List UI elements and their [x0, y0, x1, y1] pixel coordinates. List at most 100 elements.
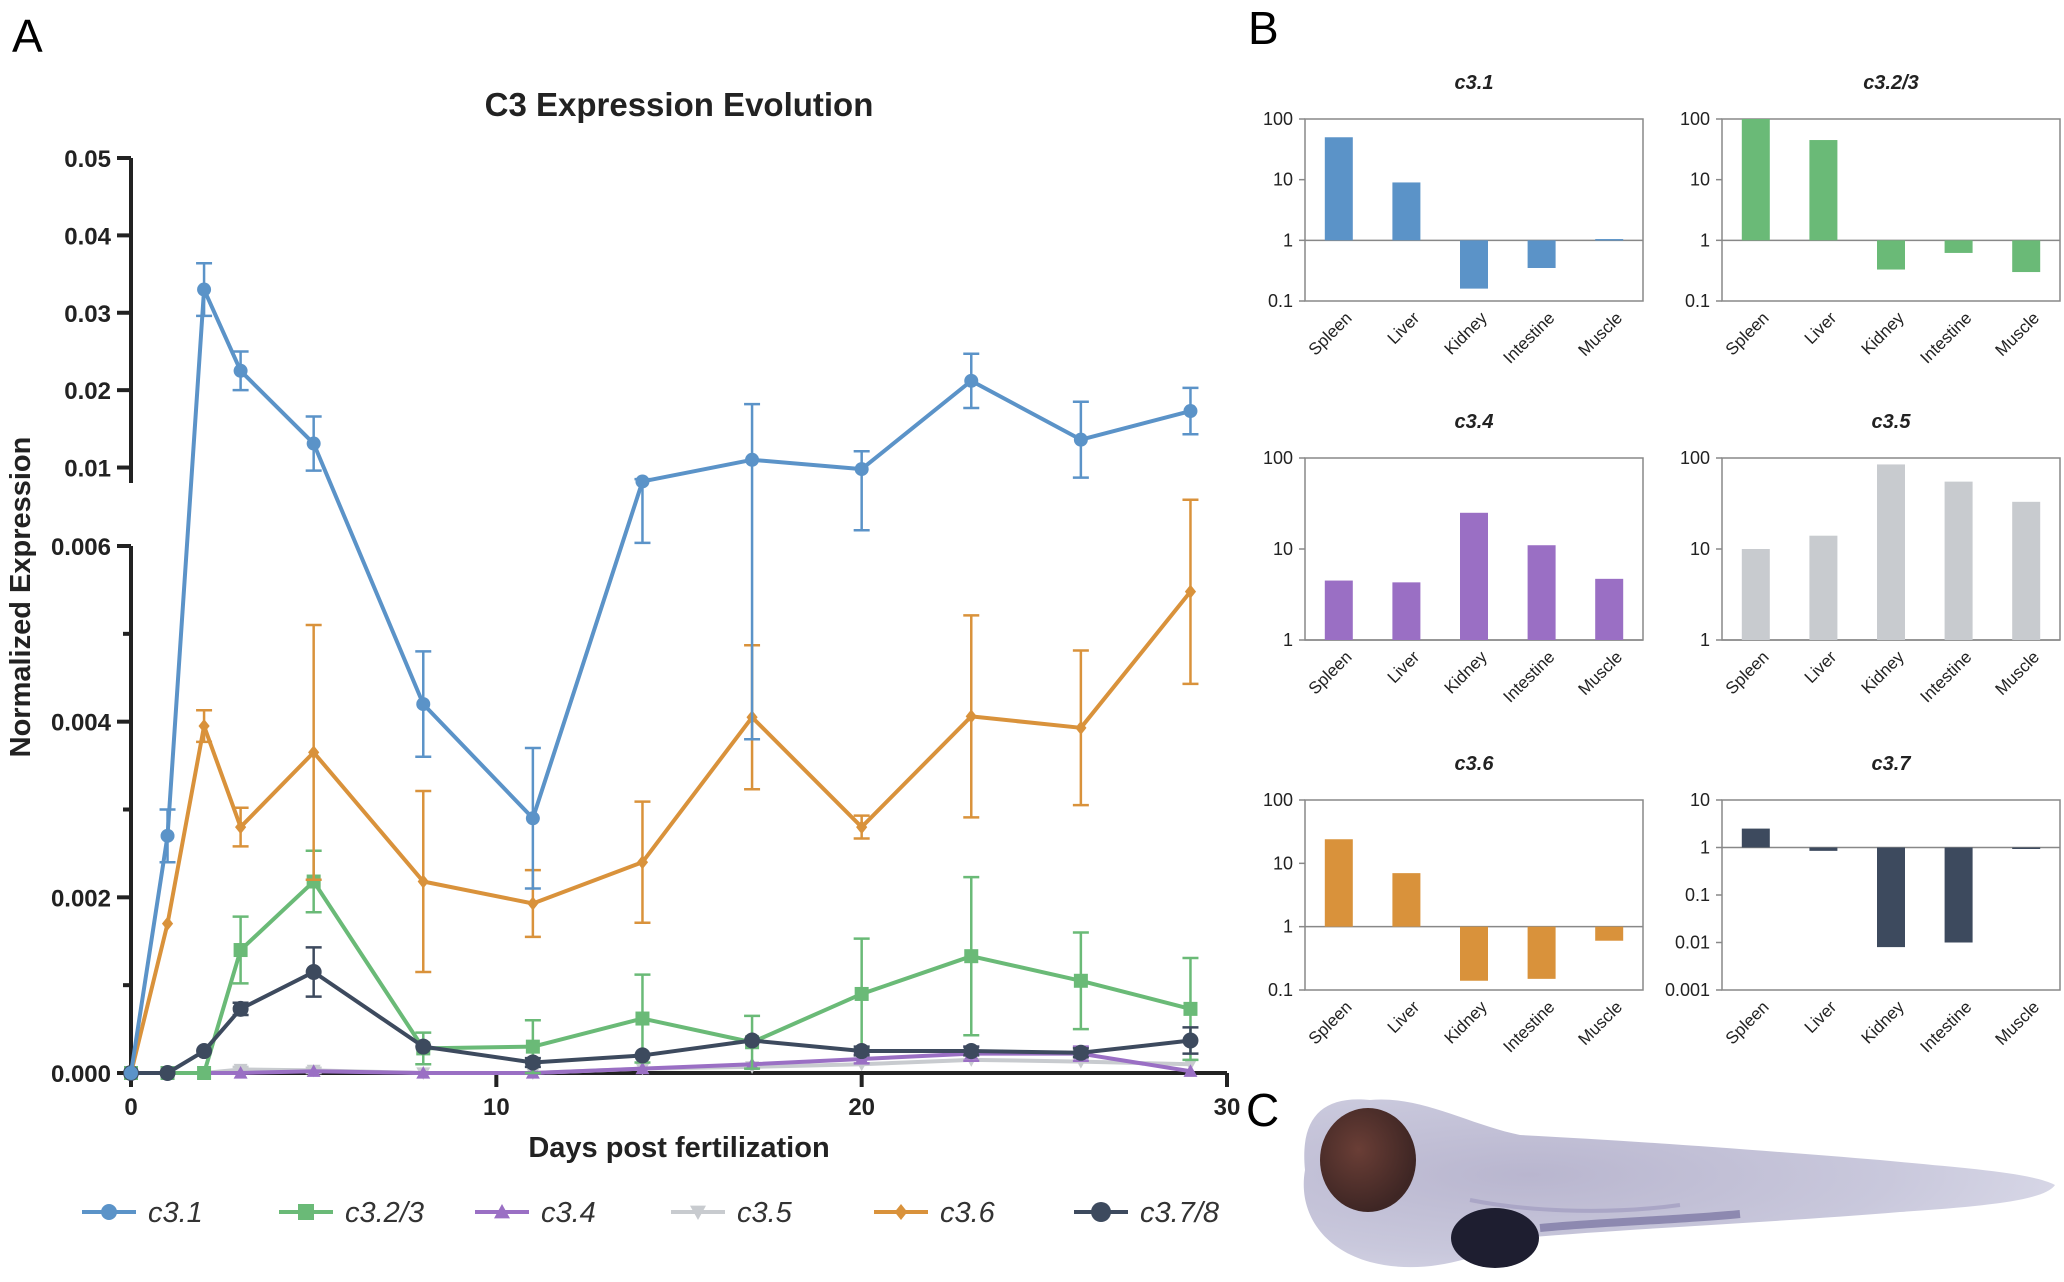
bar-chart-title: c3.4 — [1455, 411, 1494, 433]
bar — [1392, 582, 1421, 640]
data-point — [636, 855, 649, 870]
series-line — [129, 590, 1193, 1074]
larva-gut — [1539, 1210, 1741, 1232]
plot-frame — [1721, 118, 2061, 302]
bar-chart-title: c3.5 — [1872, 411, 1912, 433]
y-tick-label: 1 — [1283, 630, 1293, 650]
y-tick-label: 0.04 — [64, 223, 111, 250]
bar — [1324, 580, 1353, 640]
data-point — [235, 820, 247, 835]
data-point — [198, 719, 210, 734]
line-series-group — [123, 261, 1199, 1081]
y-tick-label: 1 — [1700, 838, 1710, 858]
legend-item-c3-4: c3.4 — [475, 1197, 596, 1229]
series-c3-1 — [124, 261, 1199, 1080]
category-label: Kidney — [1858, 997, 1909, 1048]
category-label: Spleen — [1305, 308, 1356, 359]
data-point — [1073, 432, 1088, 447]
legend-label: c3.1 — [148, 1197, 203, 1229]
bar — [1944, 240, 1973, 253]
data-point — [635, 474, 650, 489]
data-point — [635, 1061, 650, 1075]
data-point — [1183, 404, 1198, 419]
larva-eye — [1320, 1108, 1416, 1212]
bar-chart-title: c3.7 — [1872, 753, 1912, 775]
bar — [1460, 512, 1488, 640]
data-point — [1184, 584, 1197, 599]
data-point — [417, 874, 429, 889]
y-tick-label: 0.03 — [64, 301, 111, 328]
data-point — [494, 1204, 510, 1219]
larva-body — [1303, 1099, 2055, 1268]
data-point — [854, 462, 869, 477]
y-tick-label: 10 — [1690, 539, 1710, 559]
data-point — [524, 1054, 541, 1071]
legend-item-c3-7-8: c3.7/8 — [1074, 1197, 1219, 1229]
bar — [1741, 549, 1770, 640]
x-tick-label: 30 — [1214, 1094, 1241, 1121]
y-tick-label: 0.1 — [1685, 291, 1710, 311]
data-point — [965, 709, 977, 724]
chart-title: C3 Expression Evolution — [485, 86, 874, 123]
legend-label: c3.6 — [940, 1197, 996, 1229]
panel-label-b: B — [1248, 2, 1279, 54]
category-label: Liver — [1384, 997, 1424, 1037]
category-label: Intestine — [1917, 647, 1976, 706]
category-label: Liver — [1801, 308, 1841, 348]
category-label: Intestine — [1917, 308, 1976, 367]
category-label: Intestine — [1500, 997, 1559, 1056]
bar — [1809, 847, 1838, 851]
data-point — [964, 373, 979, 388]
bar-chart-title: c3.1 — [1455, 72, 1494, 94]
y-tick-label: 0.004 — [51, 710, 112, 737]
category-label: Muscle — [1575, 997, 1627, 1049]
category-label: Kidney — [1441, 997, 1492, 1048]
bar — [2012, 501, 2041, 640]
data-point — [856, 820, 868, 835]
category-label: Kidney — [1441, 647, 1492, 698]
y-tick-label: 100 — [1263, 790, 1293, 810]
data-point — [415, 1038, 432, 1055]
data-point — [197, 1066, 212, 1080]
data-point — [744, 1032, 761, 1049]
bar-chart-c3-5: c3.5 1 10 100 Spleen Liver Kidney Intestine Musc… — [1680, 411, 2061, 706]
larva-liver-stain — [1451, 1208, 1539, 1268]
y-tick-label: 1 — [1700, 230, 1710, 250]
larva-yolk-outline — [1469, 1198, 1681, 1213]
bar — [1392, 873, 1421, 927]
category-label: Kidney — [1858, 308, 1909, 359]
bar-chart-title: c3.6 — [1455, 753, 1495, 775]
data-point — [635, 1011, 650, 1026]
y-tick-label: 10 — [1690, 790, 1710, 810]
data-point — [894, 1204, 908, 1220]
data-point — [1182, 1032, 1199, 1049]
data-point — [690, 1205, 706, 1220]
data-point — [124, 1066, 138, 1080]
data-point — [963, 1043, 980, 1060]
data-point — [525, 1039, 540, 1054]
category-label: Intestine — [1500, 647, 1559, 706]
legend-item-c3-2-3: c3.2/3 — [279, 1197, 424, 1229]
data-point — [527, 896, 539, 911]
y-tick-label: 0.002 — [51, 885, 111, 912]
y-tick-label: 1 — [1700, 630, 1710, 650]
bar — [1741, 828, 1770, 848]
data-point — [745, 452, 760, 467]
category-label: Muscle — [1575, 308, 1627, 360]
category-label: Intestine — [1500, 308, 1559, 367]
bar — [1527, 240, 1556, 268]
data-point — [306, 874, 321, 889]
category-label: Spleen — [1305, 647, 1356, 698]
bar — [1877, 847, 1905, 948]
bar — [1809, 140, 1838, 241]
data-point — [853, 1043, 870, 1060]
plot-frame — [1304, 118, 1644, 302]
plot-frame — [1304, 799, 1644, 991]
bar-chart-title: c3.2/3 — [1863, 72, 1919, 94]
y-tick-label: 0.006 — [51, 534, 111, 561]
bar — [1460, 926, 1488, 981]
y-tick-label: 10 — [1690, 170, 1710, 190]
larva-image — [1303, 1099, 2055, 1268]
data-point — [1091, 1202, 1111, 1222]
